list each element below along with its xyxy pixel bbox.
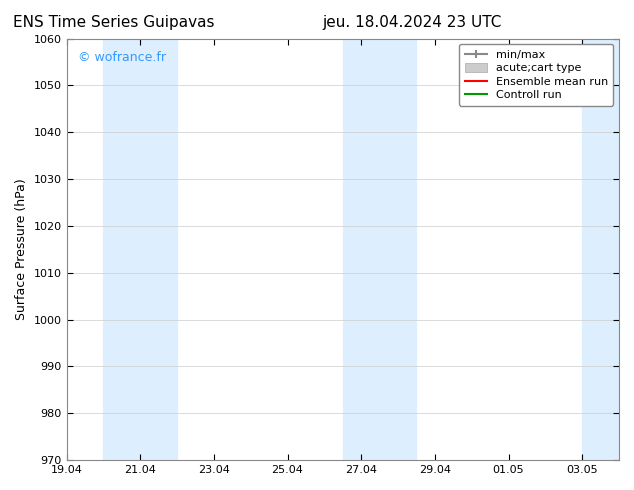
- Bar: [343, 39, 417, 460]
- Text: ENS Time Series Guipavas: ENS Time Series Guipavas: [13, 15, 215, 30]
- Text: © wofrance.fr: © wofrance.fr: [77, 51, 165, 64]
- Text: jeu. 18.04.2024 23 UTC: jeu. 18.04.2024 23 UTC: [323, 15, 501, 30]
- Bar: [103, 39, 177, 460]
- Bar: [582, 39, 619, 460]
- Y-axis label: Surface Pressure (hPa): Surface Pressure (hPa): [15, 178, 28, 320]
- Legend: min/max, acute;cart type, Ensemble mean run, Controll run: min/max, acute;cart type, Ensemble mean …: [459, 44, 614, 106]
